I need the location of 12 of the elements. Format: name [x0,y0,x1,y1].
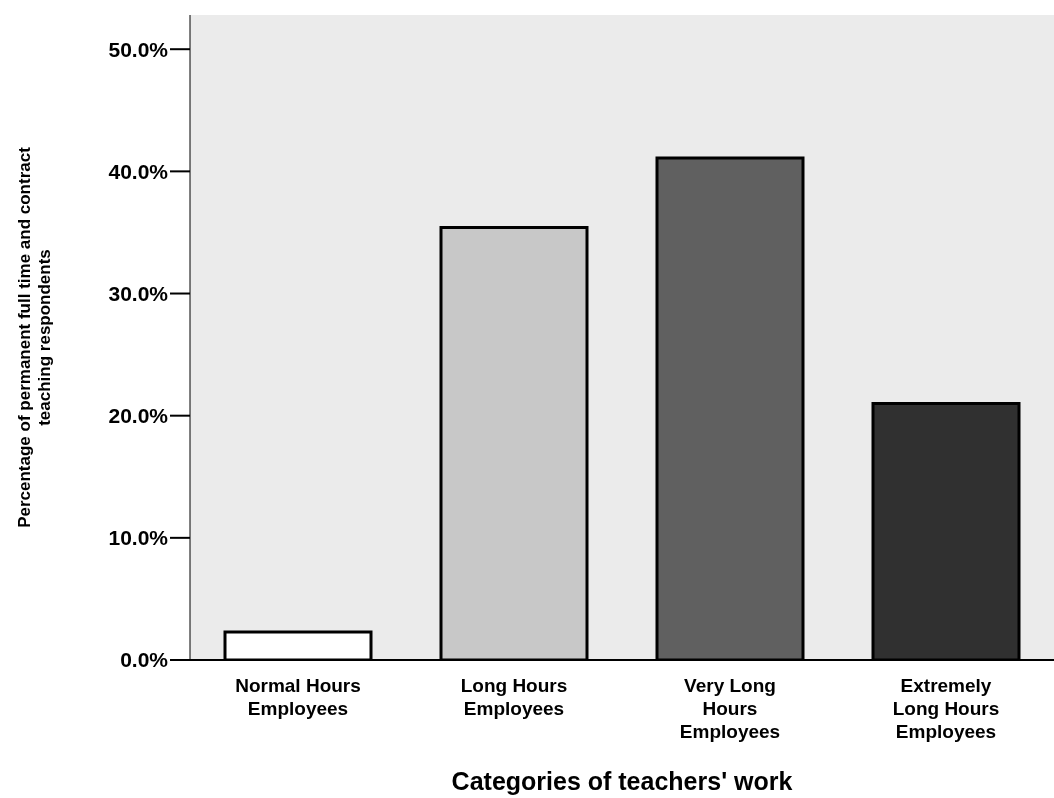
y-tick-label: 40.0% [108,159,169,183]
y-tick-label: 50.0% [108,37,169,61]
x-tick-label: Very Long Hours Employees [679,675,781,742]
x-tick-label: Normal Hours Employees [235,675,361,719]
x-tick-label: Extremely Long Hours Employees [892,675,1000,742]
y-tick-label: 20.0% [108,404,169,428]
x-tick-label: Long Hours Employees [460,675,568,719]
y-tick-label: 10.0% [108,526,169,550]
y-tick-label: 0.0% [120,648,169,672]
y-tick-label: 30.0% [108,281,169,305]
x-axis-title: Categories of teachers' work [451,767,793,795]
y-axis-title: Percentage of permanent full time and contract teaching respondents [15,146,54,528]
